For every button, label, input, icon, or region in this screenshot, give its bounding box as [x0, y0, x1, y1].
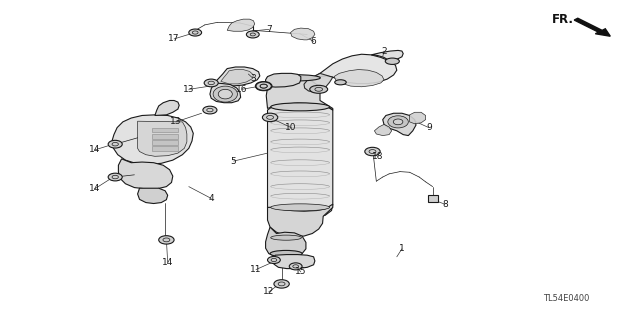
Ellipse shape: [256, 82, 271, 90]
Polygon shape: [152, 128, 178, 132]
Polygon shape: [374, 124, 392, 136]
Ellipse shape: [189, 29, 202, 36]
Ellipse shape: [388, 116, 408, 128]
Text: 5: 5: [231, 157, 236, 166]
Ellipse shape: [385, 58, 399, 64]
Text: 15: 15: [295, 267, 307, 276]
Text: 6: 6: [311, 37, 316, 46]
Ellipse shape: [268, 256, 280, 263]
Polygon shape: [266, 73, 301, 87]
Polygon shape: [274, 255, 315, 269]
Ellipse shape: [203, 106, 217, 114]
Ellipse shape: [365, 147, 380, 156]
Polygon shape: [118, 159, 173, 189]
Polygon shape: [138, 121, 187, 156]
Ellipse shape: [262, 113, 278, 122]
Text: 16: 16: [236, 85, 248, 94]
Ellipse shape: [268, 75, 321, 81]
Polygon shape: [152, 134, 178, 139]
Text: 14: 14: [89, 145, 100, 154]
Text: 14: 14: [162, 258, 173, 267]
Text: 10: 10: [285, 123, 297, 132]
Text: 1: 1: [399, 244, 404, 253]
Polygon shape: [334, 70, 384, 87]
Polygon shape: [210, 83, 241, 103]
Text: 11: 11: [250, 265, 262, 274]
Text: 8: 8: [442, 200, 447, 209]
Text: 2: 2: [381, 47, 387, 56]
FancyArrow shape: [574, 18, 611, 36]
Polygon shape: [410, 112, 426, 124]
Polygon shape: [266, 77, 333, 110]
Ellipse shape: [274, 280, 289, 288]
Ellipse shape: [108, 140, 122, 148]
Ellipse shape: [289, 263, 302, 270]
Ellipse shape: [246, 31, 259, 38]
Text: 18: 18: [372, 152, 383, 161]
Text: FR.: FR.: [552, 13, 574, 26]
Polygon shape: [214, 67, 260, 86]
Ellipse shape: [255, 82, 272, 91]
Text: 13: 13: [170, 117, 182, 126]
Ellipse shape: [159, 236, 174, 244]
Ellipse shape: [204, 79, 218, 87]
Text: TL54E0400: TL54E0400: [543, 294, 589, 303]
Polygon shape: [268, 204, 333, 237]
Polygon shape: [383, 113, 416, 136]
Polygon shape: [152, 140, 178, 145]
Polygon shape: [138, 188, 168, 204]
Text: 12: 12: [263, 287, 275, 296]
Text: 14: 14: [89, 184, 100, 193]
Polygon shape: [428, 195, 438, 202]
Polygon shape: [227, 19, 255, 31]
Text: 17: 17: [168, 34, 180, 43]
Ellipse shape: [271, 103, 330, 111]
Text: 9: 9: [426, 123, 431, 132]
Text: 13: 13: [183, 85, 195, 94]
Polygon shape: [266, 227, 306, 258]
Text: 3: 3: [250, 74, 255, 83]
Text: 7: 7: [266, 25, 271, 34]
Ellipse shape: [271, 204, 330, 211]
Ellipse shape: [108, 173, 122, 181]
Polygon shape: [304, 73, 333, 93]
Polygon shape: [152, 146, 178, 151]
Text: 4: 4: [209, 194, 214, 203]
Ellipse shape: [335, 80, 346, 85]
Polygon shape: [371, 50, 403, 61]
Ellipse shape: [393, 119, 403, 125]
Polygon shape: [314, 54, 397, 84]
Polygon shape: [291, 28, 315, 40]
Ellipse shape: [270, 250, 302, 257]
Polygon shape: [221, 70, 253, 84]
Ellipse shape: [310, 85, 328, 93]
Polygon shape: [268, 103, 333, 218]
Ellipse shape: [218, 89, 232, 99]
Ellipse shape: [271, 235, 301, 240]
Polygon shape: [155, 100, 179, 115]
Polygon shape: [112, 115, 193, 164]
Ellipse shape: [213, 86, 237, 102]
